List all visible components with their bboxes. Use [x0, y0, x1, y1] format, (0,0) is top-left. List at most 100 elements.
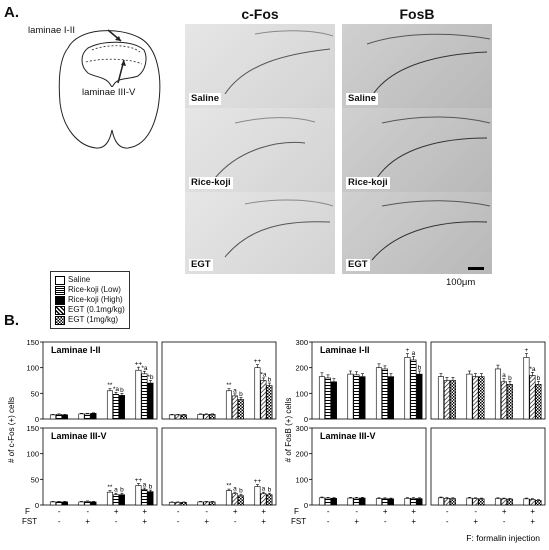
fst-row-sign: -: [115, 517, 118, 526]
legend-item: EGT (1mg/kg): [55, 315, 125, 325]
bar: [324, 497, 331, 506]
bar: [225, 390, 232, 420]
legend-item: Rice-koji (High): [55, 295, 125, 305]
bar: [141, 373, 148, 420]
bar: [375, 367, 382, 420]
y-tick-label: 300: [295, 424, 308, 433]
bar: [506, 384, 513, 420]
fst-row-sign: +: [204, 517, 209, 526]
bar: [106, 491, 113, 506]
significance-mark: b: [120, 487, 124, 494]
y-tick-label: 50: [31, 389, 39, 398]
micrograph-fosb-ricekoji: Rice-koji: [342, 108, 492, 192]
significance-mark: b: [268, 377, 272, 384]
bar: [49, 414, 56, 420]
fst-row-label: FST: [291, 517, 306, 526]
bar: [416, 498, 423, 506]
significance-mark: ++: [254, 478, 262, 485]
panel-a-letter: A.: [4, 4, 19, 21]
f-row-sign: +: [233, 507, 238, 516]
legend: Saline Rice-koji (Low) Rice-koji (High) …: [50, 271, 130, 329]
significance-mark: b: [149, 484, 153, 491]
f-row-sign: -: [58, 507, 61, 516]
significance-mark: *a: [141, 365, 148, 372]
bar: [141, 489, 148, 506]
significance-mark: **: [226, 382, 232, 389]
bar: [49, 501, 56, 506]
bar: [118, 395, 125, 420]
significance-mark: *a: [113, 386, 120, 393]
plot-frame: [42, 427, 158, 506]
legend-label: Saline: [68, 275, 91, 284]
y-tick-label: 0: [304, 415, 308, 424]
bar: [494, 368, 501, 420]
row-label-ricekoji-fosb: Rice-koji: [346, 177, 390, 189]
bar: [318, 497, 325, 506]
f-row-sign: +: [261, 507, 266, 516]
y-tick-label: 300: [295, 338, 308, 347]
row-label-egt-fosb: EGT: [346, 259, 370, 271]
bar: [449, 498, 456, 506]
bar: [535, 384, 542, 420]
bar: [347, 373, 354, 420]
bar: [118, 494, 125, 506]
significance-mark: b: [239, 488, 243, 495]
plot-frame: [430, 427, 546, 506]
bar: [330, 498, 337, 506]
bar-charts: # of c-Fos (+) cells # of FosB (+) cells…: [7, 338, 546, 543]
fst-row-sign: +: [142, 517, 147, 526]
bar: [112, 494, 119, 506]
bar: [466, 373, 473, 420]
plot-title: Laminae III-V: [51, 431, 107, 441]
bar: [416, 373, 423, 420]
plot-title: Laminae I-II: [51, 345, 101, 355]
significance-mark: b: [268, 487, 272, 494]
plot-frame: [42, 341, 158, 420]
significance-mark: ++: [135, 477, 143, 484]
fst-row-sign: -: [58, 517, 61, 526]
f-row-sign: -: [327, 507, 330, 516]
significance-mark: *a: [529, 366, 536, 373]
bar: [55, 414, 62, 420]
fst-row-sign: -: [384, 517, 387, 526]
bar: [209, 501, 216, 506]
bar: [410, 359, 417, 420]
bar: [61, 501, 68, 506]
legend-swatch-ricekoji-low: [55, 285, 65, 295]
row-label-saline-cfos: Saline: [189, 93, 221, 105]
bar: [443, 498, 450, 506]
bar: [231, 395, 238, 420]
bar: [324, 377, 331, 420]
significance-mark: a: [114, 487, 118, 494]
bar: [472, 498, 479, 506]
plot-frame: [430, 341, 546, 420]
y-tick-label: 150: [26, 338, 39, 347]
ylabel-cfos: # of c-Fos (+) cells: [7, 397, 16, 463]
bar: [318, 376, 325, 420]
bar: [180, 414, 187, 420]
bar: [84, 501, 91, 506]
fst-row-sign: -: [177, 517, 180, 526]
bar: [375, 498, 382, 506]
fst-row-sign: -: [503, 517, 506, 526]
plot-title: Laminae III-V: [320, 431, 376, 441]
legend-swatch-egt-high: [55, 315, 65, 325]
fst-row-sign: +: [411, 517, 416, 526]
significance-mark: b: [418, 365, 422, 372]
bar: [404, 357, 411, 420]
bar: [90, 413, 97, 420]
fst-row-sign: -: [327, 517, 330, 526]
micrograph-cfos-ricekoji: Rice-koji: [185, 108, 335, 192]
fst-row-sign: -: [234, 517, 237, 526]
significance-mark: b: [120, 387, 124, 394]
footnote: F: formalin injection: [466, 533, 540, 543]
row-label-saline-fosb: Saline: [346, 93, 378, 105]
f-row-sign: +: [530, 507, 535, 516]
fst-row-sign: +: [85, 517, 90, 526]
bar: [168, 414, 175, 420]
micrograph-cfos-saline: Saline: [185, 24, 335, 108]
bar: [266, 494, 273, 506]
fst-row-sign: +: [261, 517, 266, 526]
bar: [197, 501, 204, 506]
plot-frame: [311, 341, 427, 420]
